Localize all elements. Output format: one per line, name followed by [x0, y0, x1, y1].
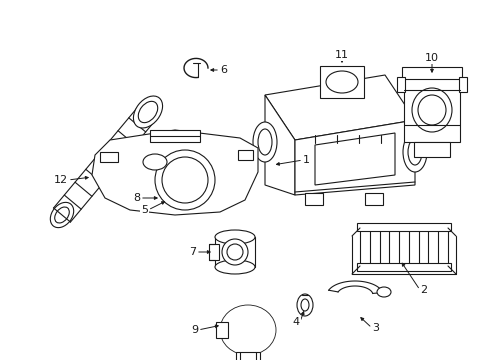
Bar — [100, 152, 118, 162]
Bar — [215, 237, 254, 267]
Polygon shape — [294, 120, 414, 195]
Text: 1: 1 — [303, 155, 309, 165]
Ellipse shape — [162, 157, 207, 203]
Bar — [396, 77, 404, 92]
Ellipse shape — [325, 71, 357, 93]
Text: 12: 12 — [54, 175, 68, 185]
Text: 10: 10 — [424, 53, 438, 63]
Ellipse shape — [138, 101, 158, 123]
Polygon shape — [264, 75, 414, 140]
Ellipse shape — [402, 132, 426, 172]
Text: 6: 6 — [220, 65, 226, 75]
Bar — [403, 77, 459, 142]
Bar — [359, 228, 447, 266]
Ellipse shape — [133, 96, 162, 128]
Ellipse shape — [220, 305, 275, 355]
Bar — [458, 77, 466, 92]
Ellipse shape — [215, 230, 254, 244]
Ellipse shape — [55, 207, 69, 223]
Polygon shape — [314, 133, 394, 185]
Polygon shape — [92, 130, 258, 215]
Ellipse shape — [252, 122, 276, 162]
Ellipse shape — [223, 308, 272, 352]
Bar — [305, 193, 323, 205]
Bar — [150, 130, 200, 142]
Ellipse shape — [226, 244, 243, 260]
Bar — [364, 193, 382, 205]
Ellipse shape — [50, 202, 74, 228]
Bar — [356, 223, 450, 231]
Ellipse shape — [222, 239, 247, 265]
Ellipse shape — [376, 287, 390, 297]
Ellipse shape — [215, 260, 254, 274]
Bar — [208, 244, 219, 260]
Ellipse shape — [417, 95, 445, 125]
Ellipse shape — [229, 314, 265, 346]
Text: 5: 5 — [141, 205, 148, 215]
Text: 2: 2 — [419, 285, 426, 295]
Ellipse shape — [258, 129, 271, 155]
Bar — [401, 67, 461, 79]
Text: 9: 9 — [190, 325, 198, 335]
Bar — [413, 142, 449, 157]
Ellipse shape — [142, 154, 167, 170]
Ellipse shape — [407, 139, 421, 165]
Bar — [238, 150, 252, 160]
Text: 7: 7 — [188, 247, 196, 257]
Bar — [319, 66, 363, 98]
Text: 4: 4 — [292, 317, 299, 327]
Bar — [356, 263, 450, 271]
Text: 8: 8 — [133, 193, 140, 203]
Ellipse shape — [155, 150, 215, 210]
Ellipse shape — [301, 299, 308, 311]
Text: 3: 3 — [371, 323, 378, 333]
Ellipse shape — [411, 88, 451, 132]
Bar — [236, 352, 260, 360]
Ellipse shape — [296, 294, 312, 316]
Ellipse shape — [161, 188, 189, 208]
Bar — [216, 322, 227, 338]
Polygon shape — [264, 95, 294, 195]
Text: 11: 11 — [334, 50, 348, 60]
Ellipse shape — [165, 192, 183, 204]
